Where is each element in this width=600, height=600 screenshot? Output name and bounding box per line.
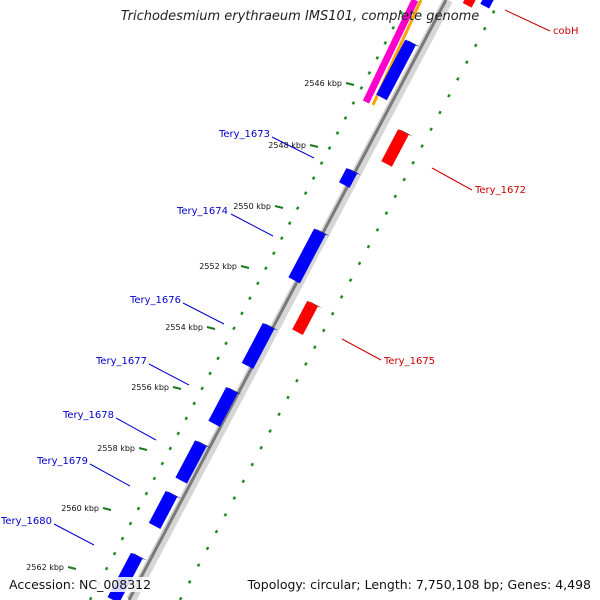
gene-label-connector-tery-1672: [432, 168, 472, 190]
gene-label-connector-tery-1679: [90, 464, 130, 486]
tick-mark: [346, 83, 354, 85]
gene-label-tery-1678[interactable]: Tery_1678: [62, 410, 114, 421]
gene-block-top-right[interactable]: [480, 0, 495, 9]
gene-label-tery-1676[interactable]: Tery_1676: [129, 295, 181, 306]
tick-label: 2548 kbp: [268, 141, 306, 150]
gene-label-connector-tery-1675: [342, 339, 381, 360]
gene-label-tery-1673[interactable]: Tery_1673: [218, 129, 270, 140]
gene-label-tery-1675[interactable]: Tery_1675: [383, 356, 435, 367]
gc-track-outer: [180, 0, 500, 600]
accession-text: Accession: NC_008312: [6, 577, 154, 592]
tick-mark: [103, 508, 111, 510]
gene-label-cobh[interactable]: cobH: [553, 26, 578, 37]
gene-label-tery-1679[interactable]: Tery_1679: [36, 456, 88, 467]
tick-mark: [68, 567, 76, 569]
gene-block-cobh[interactable]: [463, 0, 477, 8]
tick-mark: [139, 448, 147, 450]
gene-label-connector-tery-1680: [54, 524, 94, 545]
topology-summary: Topology: circular; Length: 7,750,108 bp…: [245, 577, 594, 592]
tick-label: 2560 kbp: [61, 504, 99, 513]
tick-label: 2552 kbp: [199, 262, 237, 271]
tick-mark: [173, 387, 181, 389]
gene-label-tery-1672[interactable]: Tery_1672: [474, 185, 526, 196]
tick-mark: [207, 327, 215, 329]
tick-label: 2562 kbp: [26, 563, 64, 572]
gene-label-connector-tery-1676: [183, 303, 224, 324]
tick-label: 2550 kbp: [233, 202, 271, 211]
tick-label: 2546 kbp: [304, 79, 342, 88]
tick-label: 2556 kbp: [131, 383, 169, 392]
genome-map: 2546 kbp 2548 kbp 2550 kbp 2552 kbp 2554 kbp…: [0, 0, 600, 600]
gene-block-tery-1672[interactable]: [381, 129, 408, 166]
genome-title: Trichodesmium erythraeum IMS101, complet…: [0, 9, 600, 24]
tick-mark: [241, 266, 249, 268]
gene-label-connector-tery-1677: [149, 364, 189, 385]
tick-mark: [275, 206, 283, 208]
gene-label-tery-1677[interactable]: Tery_1677: [95, 356, 147, 367]
tick-mark: [310, 145, 318, 147]
tick-label: 2558 kbp: [97, 444, 135, 453]
gene-label-connector-tery-1674: [231, 214, 273, 236]
gene-label-tery-1674[interactable]: Tery_1674: [176, 206, 228, 217]
gene-label-connector-tery-1678: [116, 418, 156, 440]
tick-label: 2554 kbp: [165, 323, 203, 332]
gene-label-tery-1680[interactable]: Tery_1680: [0, 516, 52, 527]
gene-block-tery-1675[interactable]: [292, 301, 318, 335]
